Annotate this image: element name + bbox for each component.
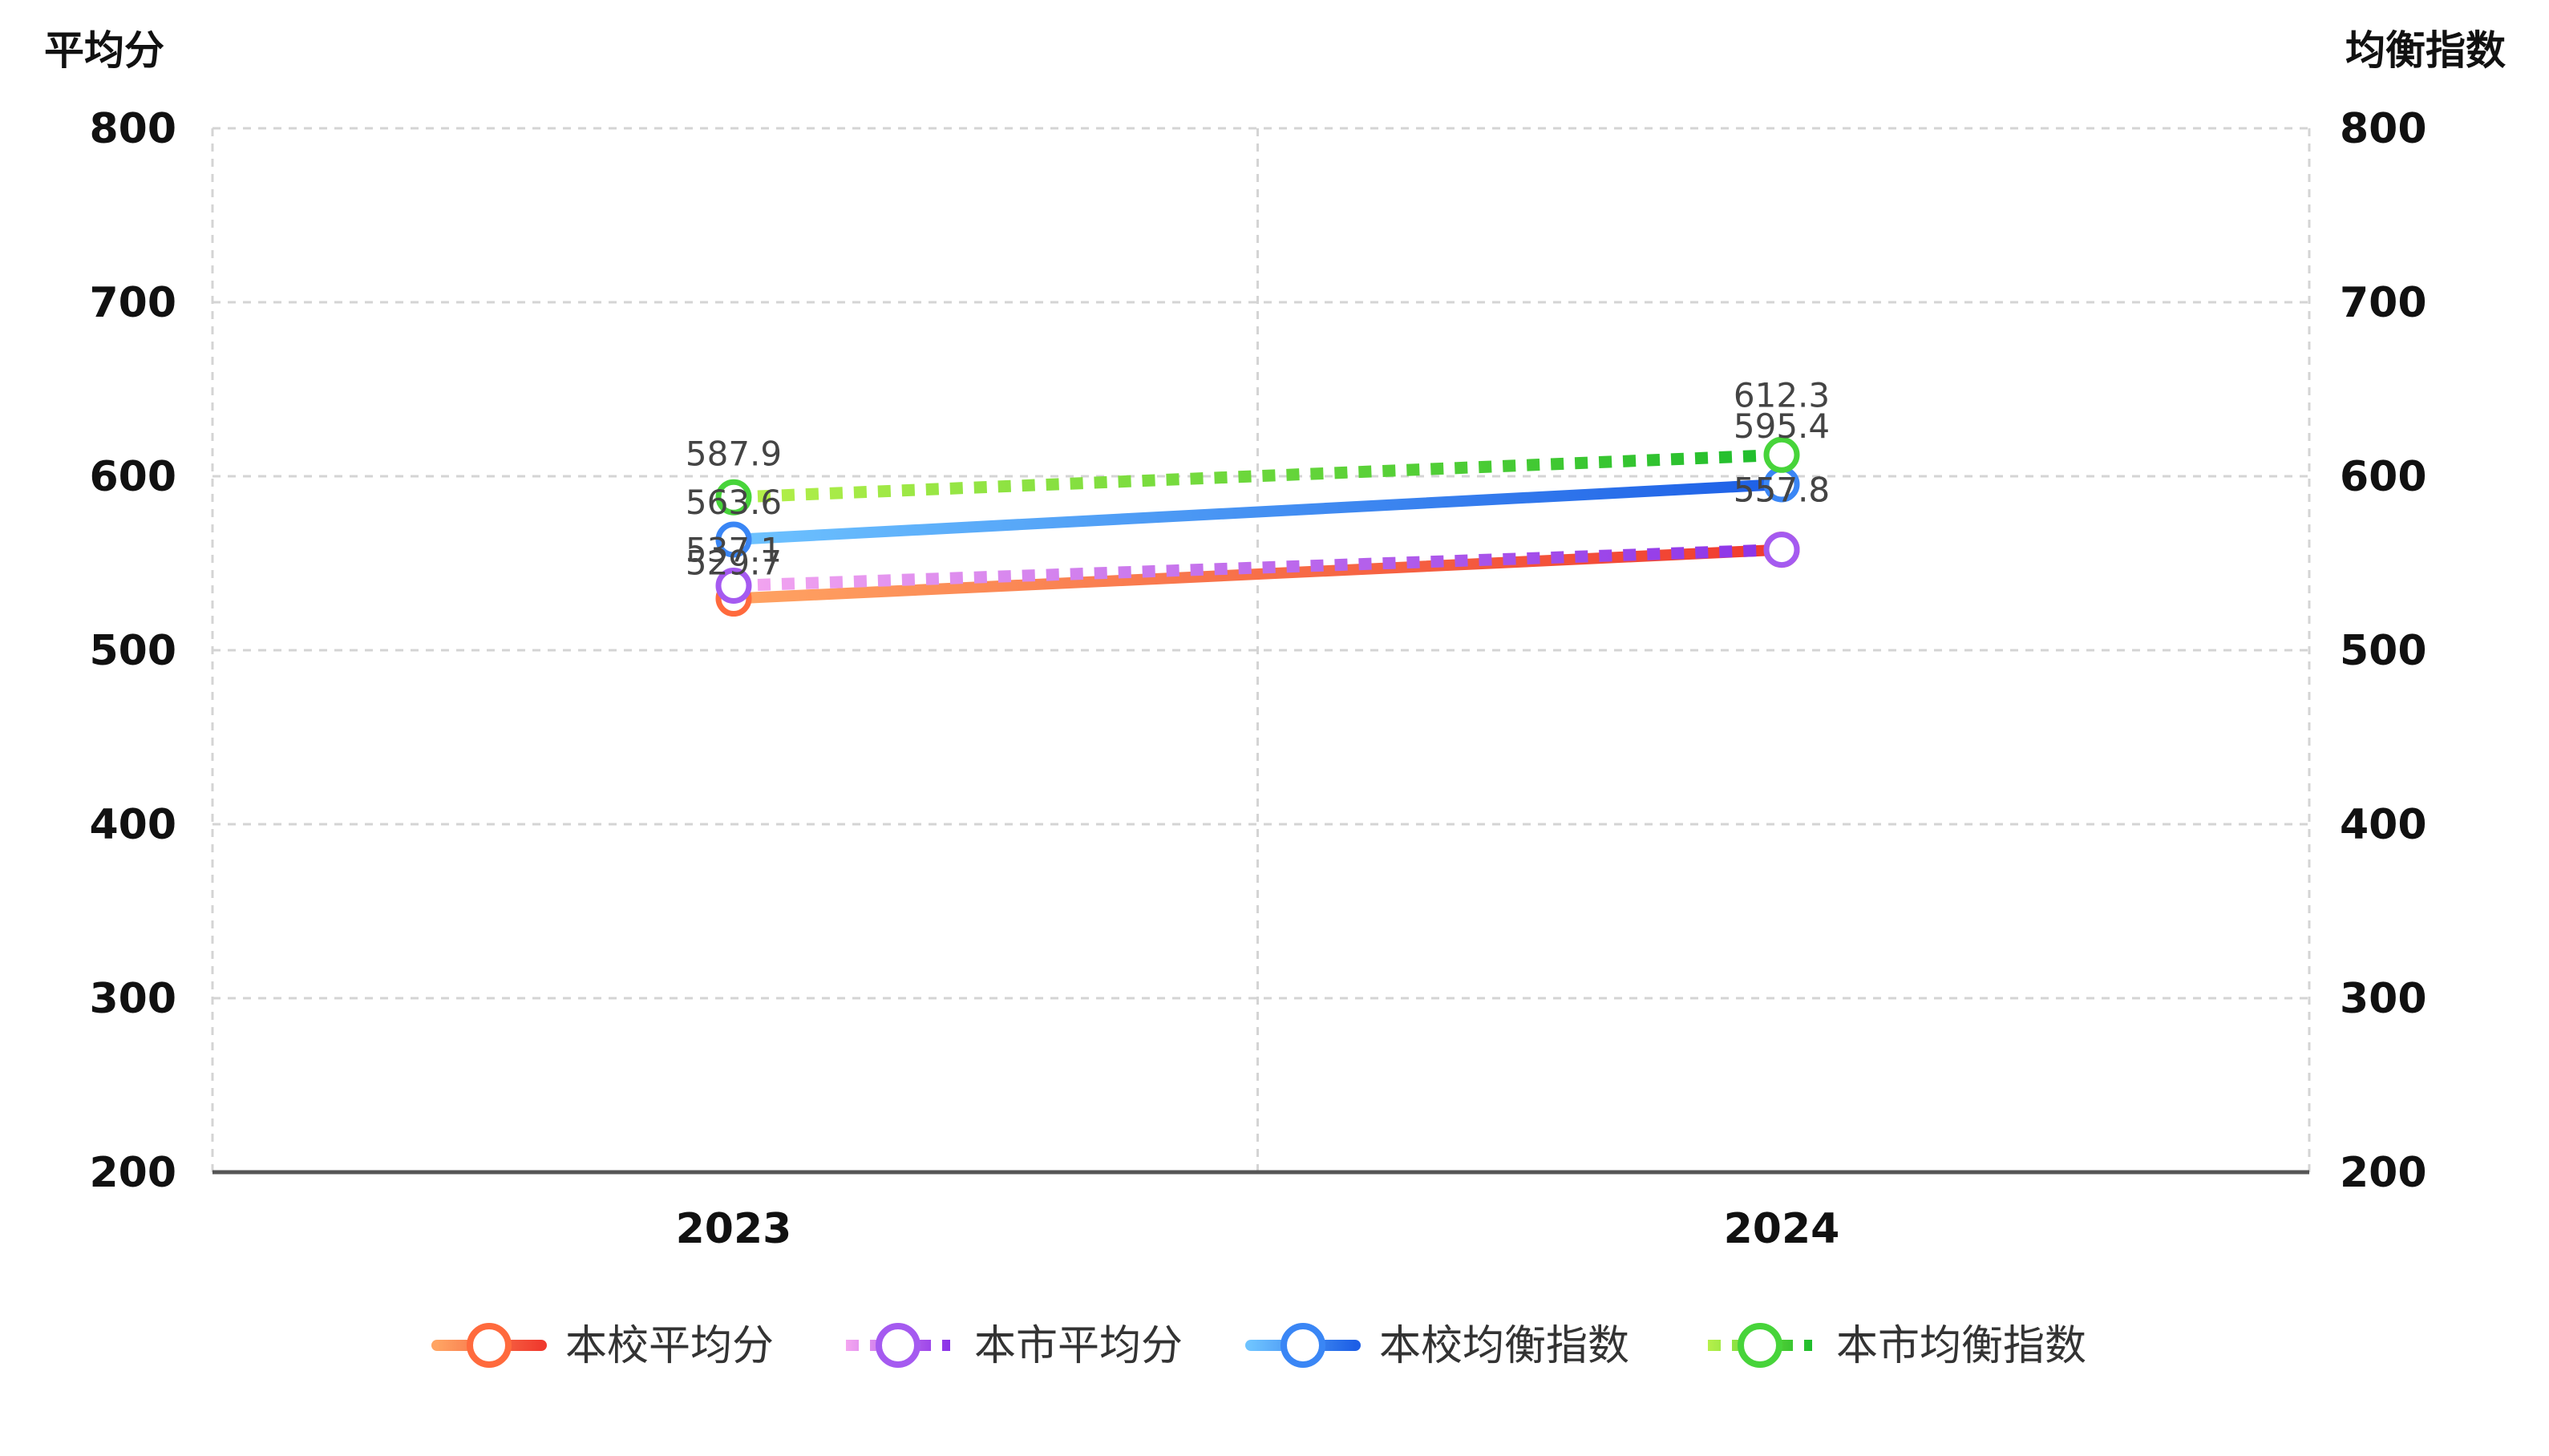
left-tick-label: 800 [89, 105, 176, 153]
right-axis-ticks: 200 300 400 500 600 700 800 [2340, 105, 2427, 1197]
left-tick-label: 300 [89, 975, 176, 1023]
data-point-marker[interactable] [715, 479, 752, 516]
left-axis-ticks: 200 300 400 500 600 700 800 [89, 105, 176, 1197]
right-tick-label: 600 [2340, 453, 2427, 501]
legend-label: 本市均衡指数 [1836, 1322, 2086, 1370]
right-tick-label: 500 [2340, 627, 2427, 675]
left-tick-label: 500 [89, 627, 176, 675]
left-axis-title: 平均分 [44, 27, 164, 74]
data-label: 557.8 [1734, 471, 1830, 510]
data-label: 529.7 [686, 544, 782, 583]
left-tick-label: 700 [89, 279, 176, 327]
legend-label: 本校平均分 [565, 1322, 774, 1370]
x-tick-label: 2023 [676, 1205, 792, 1253]
right-tick-label: 400 [2340, 801, 2427, 849]
series-line[interactable] [733, 544, 1782, 592]
data-point-marker[interactable] [715, 567, 752, 604]
series-line[interactable] [728, 478, 1787, 545]
legend-marker [467, 1323, 512, 1368]
x-tick-label: 2024 [1724, 1205, 1840, 1253]
legend-item[interactable]: 本校平均分 [431, 1322, 774, 1370]
data-label: 537.1 [686, 530, 782, 569]
series-line[interactable] [733, 448, 1782, 504]
legend-marker [1281, 1323, 1325, 1368]
right-tick-label: 300 [2340, 975, 2427, 1023]
legend-item[interactable]: 本校均衡指数 [1245, 1322, 1629, 1370]
legend-item[interactable]: 本市均衡指数 [1708, 1322, 2086, 1370]
legend-label: 本校均衡指数 [1379, 1322, 1629, 1370]
legend-marker [1738, 1323, 1782, 1368]
data-label: 563.6 [686, 483, 782, 522]
data-label: 557.8 [1734, 471, 1830, 510]
data-point-marker[interactable] [715, 521, 752, 558]
legend-item[interactable]: 本市平均分 [846, 1322, 1183, 1370]
data-point-marker[interactable] [1763, 436, 1800, 473]
right-tick-label: 200 [2340, 1149, 2427, 1197]
right-axis-title: 均衡指数 [2345, 27, 2506, 74]
left-tick-label: 400 [89, 801, 176, 849]
series-layer [715, 436, 1800, 617]
left-tick-label: 200 [89, 1149, 176, 1197]
right-tick-label: 800 [2340, 105, 2427, 153]
left-tick-label: 600 [89, 453, 176, 501]
data-label: 612.3 [1734, 375, 1830, 415]
data-label: 595.4 [1734, 406, 1830, 446]
right-tick-label: 700 [2340, 279, 2427, 327]
x-axis-category-labels: 2023 2024 [676, 1205, 1840, 1253]
legend-marker [876, 1323, 920, 1368]
data-label: 587.9 [686, 434, 782, 473]
data-point-marker[interactable] [1763, 532, 1800, 568]
gridlines [211, 127, 2311, 1172]
legend-label: 本市平均分 [974, 1322, 1183, 1370]
legend[interactable]: 本校平均分 本市平均分 本校均衡指数 本市均衡指数 [431, 1322, 2086, 1370]
